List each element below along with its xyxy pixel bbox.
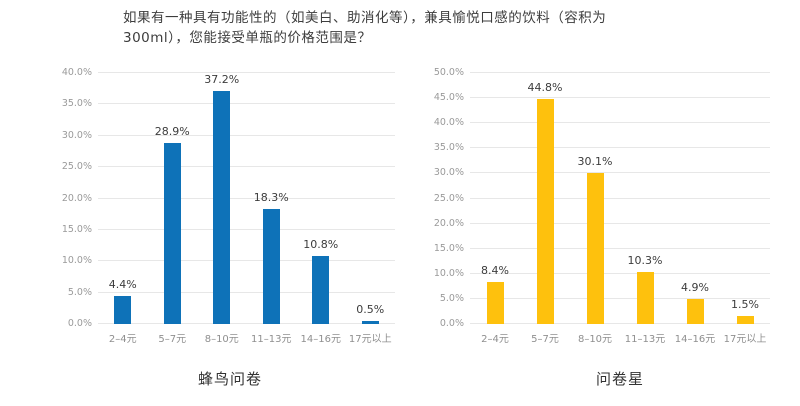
- gridline: [470, 272, 770, 274]
- chart-fengniao-survey: 0.0% 5.0% 10.0% 15.0% 20.0% 25.0% 30.0% 35.0% 40…: [62, 67, 395, 388]
- bar-value-label: 18.3%: [253, 191, 289, 205]
- y-axis-tick-label: 5.0%: [67, 286, 92, 298]
- bar-value-label: 4.9%: [681, 281, 709, 295]
- y-axis-tick-label: 35.0%: [433, 142, 464, 154]
- bar-value-label: 44.8%: [527, 81, 563, 95]
- x-axis-category-label: 5–7元: [158, 334, 187, 345]
- bar-2–4元: [486, 281, 504, 324]
- y-axis-tick-label: 10.0%: [433, 267, 464, 279]
- bar-2–4元: [114, 296, 132, 324]
- bar-value-label: 10.3%: [627, 254, 663, 268]
- x-axis-category-label: 17元以上: [723, 334, 767, 345]
- y-axis-tick-label: 10.0%: [61, 255, 92, 267]
- gridline: [98, 260, 395, 262]
- bar-8–10元: [586, 172, 604, 324]
- gridline: [470, 72, 770, 73]
- bar-value-label: 28.9%: [154, 124, 190, 138]
- x-axis-category-label: 2–4元: [481, 334, 509, 345]
- y-axis-tick-label: 50.0%: [433, 67, 464, 78]
- y-axis-tick-label: 40.0%: [61, 67, 92, 78]
- y-axis-tick-label: 30.0%: [61, 129, 92, 141]
- gridline: [98, 197, 395, 199]
- y-axis-tick-label: 15.0%: [433, 242, 464, 254]
- bar-value-label: 0.5%: [356, 302, 385, 316]
- gridline: [98, 103, 395, 105]
- x-axis-category-label: 11–13元: [624, 334, 666, 345]
- bar-value-label: 1.5%: [731, 298, 759, 312]
- y-axis-tick-label: 25.0%: [61, 161, 92, 173]
- gridline: [470, 97, 770, 99]
- x-axis-category-label: 11–13元: [251, 334, 292, 345]
- chart-source-title: 问卷星: [595, 370, 645, 388]
- question-title: 如果有一种具有功能性的（如美白、助消化等），兼具愉悦口感的饮料（容积为 300m…: [123, 8, 606, 48]
- x-axis-category-label: 8–10元: [204, 334, 239, 345]
- chart-source-title: 蜂鸟问卷: [197, 370, 263, 388]
- y-axis-tick-label: 35.0%: [61, 98, 92, 110]
- bar-11–13元: [262, 209, 280, 324]
- gridline: [470, 147, 770, 149]
- gridline: [98, 323, 395, 324]
- y-axis-tick-label: 40.0%: [433, 117, 464, 129]
- y-axis-tick-label: 30.0%: [433, 167, 464, 179]
- bar-17元以上: [361, 320, 379, 324]
- y-axis-tick-label: 45.0%: [433, 92, 464, 104]
- bar-value-label: 10.8%: [303, 238, 339, 252]
- question-title-line1: 如果有一种具有功能性的（如美白、助消化等），兼具愉悦口感的饮料（容积为: [123, 10, 607, 26]
- bar-value-label: 30.1%: [577, 154, 613, 168]
- gridline: [98, 166, 395, 168]
- x-axis-category-label: 14–16元: [674, 334, 716, 345]
- gridline: [470, 297, 770, 299]
- gridline: [470, 197, 770, 199]
- bar-5–7元: [163, 142, 181, 324]
- gridline: [470, 247, 770, 249]
- chart-wenjuanxing-survey: 0.0% 5.0% 10.0% 15.0% 20.0% 25.0% 30.0% 35.0% 40…: [434, 67, 770, 388]
- y-axis-tick-label: 0.0%: [439, 318, 464, 329]
- y-axis-tick-label: 25.0%: [433, 192, 464, 204]
- x-axis-category-label: 2–4元: [108, 334, 137, 345]
- question-title-line2: 300ml），您能接受单瓶的价格范围是？: [123, 30, 372, 46]
- bar-17元以上: [736, 316, 754, 324]
- bar-value-label: 37.2%: [204, 72, 240, 86]
- gridline: [98, 134, 395, 136]
- gridline: [98, 72, 395, 73]
- bar-14–16元: [312, 256, 330, 324]
- y-axis-tick-label: 0.0%: [67, 318, 92, 329]
- x-axis-category-label: 8–10元: [577, 334, 613, 345]
- y-axis-tick-label: 20.0%: [61, 192, 92, 204]
- bar-8–10元: [213, 90, 231, 324]
- y-axis-tick-label: 5.0%: [439, 292, 464, 304]
- x-axis-category-label: 14–16元: [300, 334, 341, 345]
- gridline: [98, 291, 395, 293]
- gridline: [470, 172, 770, 174]
- bar-5–7元: [536, 99, 554, 324]
- gridline: [470, 222, 770, 224]
- gridline: [470, 122, 770, 124]
- y-axis-tick-label: 15.0%: [61, 223, 92, 235]
- x-axis-category-label: 5–7元: [531, 334, 559, 345]
- y-axis-tick-label: 20.0%: [433, 217, 464, 229]
- gridline: [470, 323, 770, 324]
- x-axis-category-label: 17元以上: [348, 334, 392, 345]
- bar-value-label: 4.4%: [108, 278, 137, 292]
- bar-value-label: 8.4%: [481, 263, 509, 277]
- bar-11–13元: [636, 272, 654, 324]
- bar-14–16元: [686, 299, 704, 324]
- gridline: [98, 228, 395, 230]
